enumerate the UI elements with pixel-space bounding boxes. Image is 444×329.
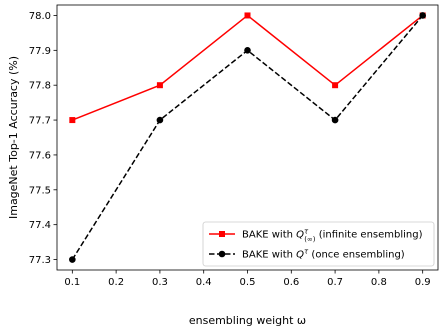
- y-axis-label: ImageNet Top-1 Accuracy (%): [7, 56, 20, 219]
- data-point: [69, 117, 76, 124]
- x-tick-label: 0.4: [196, 277, 212, 288]
- x-tick-label: 0.1: [64, 277, 80, 288]
- legend-entry-2: BAKE with Qτ (once ensembling): [209, 248, 405, 261]
- x-tick-label: 0.8: [371, 277, 387, 288]
- y-axis-ticks: 77.3 77.4 77.5 77.6 77.7 77.8 77.9 78.0: [29, 11, 57, 266]
- legend-label: BAKE with Qτ (once ensembling): [242, 248, 405, 261]
- y-tick-label: 77.4: [29, 220, 51, 231]
- data-point: [244, 47, 251, 54]
- y-tick-label: 77.5: [29, 185, 51, 196]
- y-tick-label: 77.6: [29, 150, 51, 161]
- y-tick-label: 77.7: [29, 116, 51, 127]
- y-tick-label: 77.8: [29, 81, 51, 92]
- x-axis-ticks: 0.1 0.2 0.3 0.4 0.5 0.6 0.7 0.8 0.9: [64, 270, 431, 288]
- legend-marker: [218, 250, 226, 258]
- y-tick-label: 77.9: [29, 46, 51, 57]
- x-tick-label: 0.3: [152, 277, 168, 288]
- data-point: [244, 12, 251, 19]
- legend-box: [202, 221, 435, 267]
- x-tick-label: 0.6: [283, 277, 299, 288]
- data-point: [69, 256, 76, 263]
- x-tick-label: 0.7: [327, 277, 343, 288]
- data-point: [332, 82, 339, 89]
- plot-frame: [56, 4, 439, 271]
- data-point: [419, 12, 426, 19]
- legend-entry-1: BAKE with Qτ (∞) (infinite ensembling): [209, 228, 423, 244]
- y-tick-label: 77.3: [29, 255, 51, 266]
- series-2: [69, 12, 426, 263]
- y-tick-label: 78.0: [29, 11, 51, 22]
- data-point: [156, 82, 163, 89]
- data-point: [156, 116, 164, 124]
- legend: BAKE with Qτ (∞) (infinite ensembling) BAK…: [202, 221, 435, 267]
- data-point: [331, 116, 339, 124]
- legend-label: BAKE with Qτ (∞) (infinite ensembling): [242, 228, 423, 244]
- legend-marker: [219, 231, 225, 237]
- x-tick-label: 0.5: [240, 277, 256, 288]
- x-axis-label: ensembling weight ω: [189, 314, 306, 327]
- x-tick-label: 0.9: [415, 277, 431, 288]
- x-tick-label: 0.2: [108, 277, 124, 288]
- series-layer: [69, 12, 426, 263]
